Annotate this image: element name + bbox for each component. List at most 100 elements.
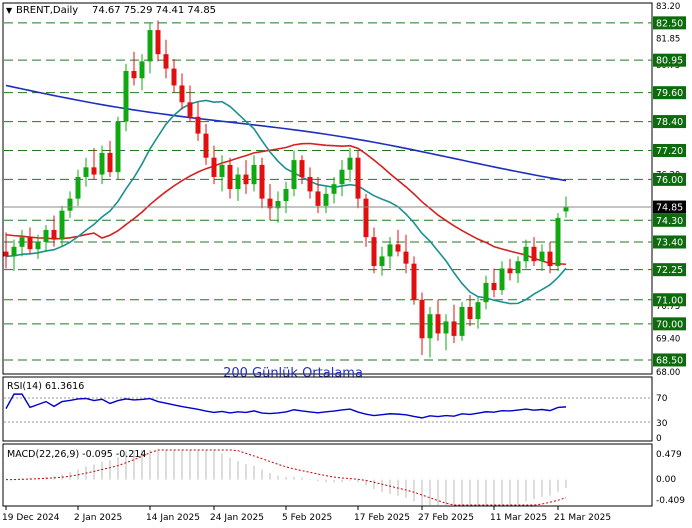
- candle-body: [179, 85, 185, 103]
- candle-body: [211, 157, 217, 177]
- candle-body: [467, 306, 473, 320]
- time-label: 2 Jan 2025: [74, 513, 122, 523]
- rsi-line: [5, 393, 567, 419]
- candle-body: [547, 251, 553, 267]
- candle-body: [171, 68, 177, 86]
- candle-body: [339, 169, 345, 185]
- candle-body: [11, 246, 17, 257]
- macd-tick: 0.00: [656, 475, 676, 485]
- candle-body: [243, 174, 249, 185]
- level-label: 79.60: [656, 88, 683, 99]
- level-label: 77.20: [656, 146, 683, 157]
- candle-body: [299, 160, 305, 177]
- candle-body: [475, 302, 481, 320]
- macd-panel[interactable]: MACD(22,26,9) -0.095 -0.214: [2, 443, 653, 507]
- candle-body: [435, 314, 441, 334]
- candle-body: [131, 71, 137, 79]
- moving-average-lines: [5, 84, 567, 305]
- level-label: 82.50: [656, 18, 683, 29]
- candle-body: [275, 201, 281, 209]
- candle-body: [203, 133, 209, 158]
- level-label: 78.40: [656, 117, 683, 128]
- level-label-box: [653, 235, 686, 249]
- candle-body: [507, 268, 513, 274]
- candle-body: [251, 164, 257, 185]
- time-label: 5 Feb 2025: [282, 513, 332, 523]
- candle-body: [499, 268, 505, 291]
- level-label-box: [653, 86, 686, 100]
- current-price-box: [653, 200, 686, 214]
- candle-body: [491, 282, 497, 291]
- rsi-level-lines: [4, 397, 652, 423]
- price-tick: 81.85: [656, 35, 680, 45]
- candle-body: [91, 167, 97, 175]
- candle-body: [523, 246, 529, 262]
- candle-body: [83, 167, 89, 177]
- ma200-line: [5, 84, 567, 182]
- rsi-panel[interactable]: RSI(14) 61.3616: [2, 376, 653, 442]
- candle-body: [403, 251, 409, 264]
- candle-body: [347, 157, 353, 170]
- rsi-tick: 70: [656, 394, 668, 404]
- candle-body: [267, 198, 273, 209]
- rsi-tick: 30: [656, 419, 668, 429]
- candle-body: [427, 314, 433, 339]
- macd-histogram: [13, 450, 567, 505]
- ohlc-values: 74.67 75.29 74.41 74.85: [92, 5, 216, 16]
- time-label: 21 Mar 2025: [554, 513, 611, 523]
- candle-body: [139, 61, 145, 79]
- macd-label: MACD(22,26,9) -0.095 -0.214: [7, 449, 146, 460]
- candle-body: [59, 210, 65, 240]
- candle-body: [363, 198, 369, 238]
- level-label-box: [653, 353, 686, 367]
- candle-body: [451, 321, 457, 336]
- price-tick: 83.20: [656, 2, 680, 12]
- candle-body: [443, 321, 449, 334]
- level-label-box: [653, 53, 686, 67]
- level-label-box: [653, 263, 686, 277]
- candle-body: [155, 30, 161, 55]
- level-label-box: [653, 115, 686, 129]
- candle-body: [355, 157, 361, 199]
- candle-body: [99, 152, 105, 175]
- candle-body: [227, 164, 233, 189]
- level-label: 74.30: [656, 216, 683, 227]
- time-label: 27 Feb 2025: [418, 513, 474, 523]
- level-label-box: [653, 213, 686, 227]
- time-label: 14 Jan 2025: [146, 513, 200, 523]
- candle-body: [555, 217, 561, 267]
- level-label: 70.00: [656, 319, 683, 330]
- symbol-label: BRENT,Daily: [16, 5, 78, 16]
- price-tick: 68.00: [656, 368, 680, 378]
- level-label: 68.50: [656, 355, 683, 366]
- level-label-box: [653, 172, 686, 186]
- candle-body: [307, 176, 313, 192]
- candle-body: [19, 237, 25, 247]
- candle-body: [67, 198, 73, 211]
- candle-body: [283, 189, 289, 202]
- candle-body: [123, 71, 129, 122]
- level-label: 73.40: [656, 237, 683, 248]
- candle-body: [323, 193, 329, 206]
- rsi-tick: 0: [656, 434, 662, 444]
- time-axis: 19 Dec 2024 2 Jan 2025 14 Jan 2025 24 Jan 2…: [2, 506, 611, 523]
- candle-body: [371, 237, 377, 267]
- level-label: 72.25: [656, 265, 683, 276]
- time-label: 24 Jan 2025: [210, 513, 264, 523]
- candle-body: [51, 229, 57, 240]
- macd-tick: -0.409: [656, 496, 685, 506]
- ma-teal-line: [5, 99, 567, 305]
- ma-red-line: [5, 142, 567, 266]
- level-labels: 82.50 80.95 79.60 78.40 77.20 76.00 74.30 73.40…: [653, 16, 686, 367]
- candlesticks: [3, 20, 569, 358]
- macd-tick: 0.479: [656, 450, 682, 460]
- level-label-box: [653, 143, 686, 157]
- price-tick: 69.40: [656, 334, 680, 344]
- macd-axis: 0.479 0.00 -0.409: [656, 450, 685, 506]
- price-panel[interactable]: 200 Günlük Ortalama ▼ BRENT,Daily 74.67 …: [2, 2, 653, 381]
- candle-body: [563, 207, 569, 212]
- candle-body: [43, 229, 49, 242]
- candle-body: [379, 256, 385, 267]
- candle-body: [315, 191, 321, 206]
